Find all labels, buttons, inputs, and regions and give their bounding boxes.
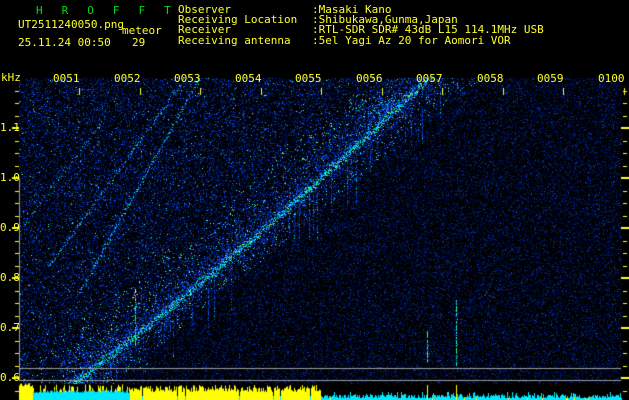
x-tick-label-0058: 0058 [477, 72, 504, 85]
capture-filename: UT2511240050.png [18, 18, 124, 31]
field-label-receiving-location: Receiving Location [178, 13, 298, 26]
field-label-receiving-antenna: Receiving antenna [178, 34, 291, 47]
y-tick-label-0.6: 0.6 [0, 371, 20, 384]
app-title: HROFFT [36, 4, 190, 17]
x-tick-label-0057: 0057 [416, 72, 443, 85]
field-value-receiving-location: :Shibukawa,Gunma,Japan [312, 13, 458, 26]
x-tick-label-0056: 0056 [356, 72, 383, 85]
field-value-observer: :Masaki Kano [312, 3, 392, 16]
echo-count: 29 [132, 36, 146, 49]
x-tick-label-0100: 0100 [598, 72, 625, 85]
y-tick-label-0.9: 0.9 [0, 221, 20, 234]
field-label-observer: Observer [178, 3, 231, 16]
field-value-receiver: :RTL-SDR SDR# 43dB L15 114.1MHz USB [312, 23, 544, 36]
field-value-receiving-antenna: :5el Yagi Az 20 for Aomori VOR [312, 34, 511, 47]
x-tick-label-0054: 0054 [235, 72, 262, 85]
x-tick-label-0052: 0052 [114, 72, 141, 85]
freq-unit-label: kHz [1, 71, 21, 84]
x-tick-label-0055: 0055 [295, 72, 322, 85]
x-tick-label-0059: 0059 [537, 72, 564, 85]
mode-label: meteor [122, 24, 162, 37]
x-tick-label-0051: 0051 [53, 72, 80, 85]
y-tick-label-1.1: 1.1 [0, 121, 20, 134]
y-tick-label-0.8: 0.8 [0, 271, 20, 284]
x-tick-label-0053: 0053 [174, 72, 201, 85]
field-label-receiver: Receiver [178, 23, 231, 36]
y-tick-label-0.7: 0.7 [0, 321, 20, 334]
datetime-label: 25.11.24 00:50 [18, 36, 111, 49]
y-tick-label-1.0: 1.0 [0, 171, 20, 184]
